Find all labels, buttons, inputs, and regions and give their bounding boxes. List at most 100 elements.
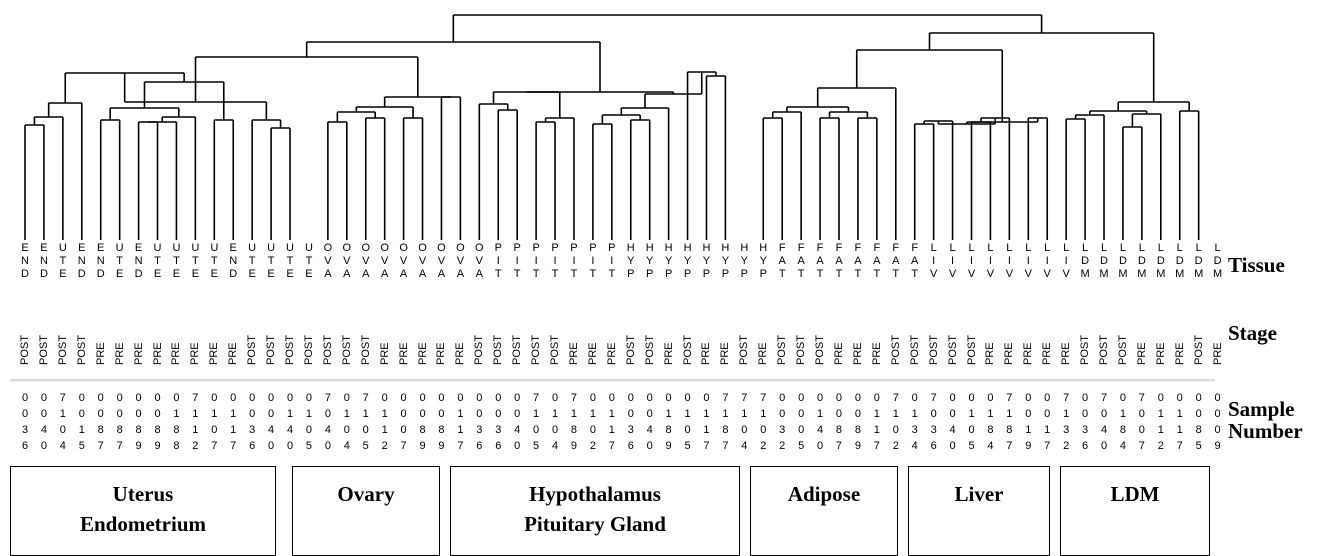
sample-digit: 7 [930,392,937,404]
tissue-letter: E [153,268,162,280]
tissue-letter: U [153,242,162,254]
sample-digit: 7 [400,440,407,452]
stage-label: POST [75,335,88,365]
sample-digit: 1 [1157,408,1164,420]
sample-digit: 0 [230,392,237,404]
tissue-letter: V [418,255,427,267]
stage-label: POST [643,335,656,365]
tissue-letter: Y [740,255,748,267]
stage-label: PRE [605,342,618,365]
sample-digit: 6 [476,440,483,452]
sample-digit: 7 [97,440,104,452]
tissue-letter: A [797,255,805,267]
group-label: Liver [954,482,1004,506]
tissue-letter: I [610,255,614,267]
sample-digit: 0 [1214,392,1221,404]
tissue-letter: Y [664,255,673,267]
sample-digit: 9 [570,440,578,452]
tissue-letter: A [873,255,881,267]
sample-digit: 9 [1214,440,1221,452]
stage-label: POST [814,335,827,365]
tissue-letter: I [951,255,955,267]
sample-digit: 5 [78,440,85,452]
tissue-letter: P [702,268,711,280]
sample-digit: 0 [589,424,596,436]
tissue-letter: V [437,255,446,267]
stage-label: POST [1079,335,1092,365]
tissue-letter: V [324,255,332,267]
tissue-letter: T [173,255,180,267]
tissue-letter: L [1082,242,1089,254]
sample-digit: 0 [968,392,975,404]
sample-digit: 6 [930,440,937,452]
stage-label: POST [340,335,353,365]
sample-digit: 1 [608,424,615,436]
tissue-letter: H [683,242,692,254]
stage-label: PRE [567,342,580,365]
sample-digit: 0 [476,408,483,420]
sample-digit: 8 [116,424,123,436]
tissue-letter: E [210,268,218,280]
tissue-letter: A [399,268,408,280]
sample-digit: 0 [987,392,994,404]
sample-digit: 0 [400,424,407,436]
sample-digit: 2 [381,440,388,452]
sample-digit: 1 [305,408,312,420]
sample-digit: 4 [741,440,748,452]
tissue-letter: E [229,242,237,254]
sample-digit: 4 [949,424,956,436]
sample-digit: 1 [1006,408,1013,420]
tissue-letter: T [248,255,256,267]
sample-digit: 0 [97,408,104,420]
group-label: Hypothalamus [529,482,661,506]
tissue-row-label: Tissue [1228,253,1285,277]
sample-digit: 0 [514,440,521,452]
sample-digit: 3 [476,424,483,436]
tissue-letter: O [399,242,408,254]
tissue-letter: L [968,242,975,254]
stage-label: PRE [170,342,183,365]
sample-digit: 0 [646,440,653,452]
tissue-letter: P [759,268,767,280]
tissue-letter: F [892,242,900,254]
tissue-letter: D [1081,255,1090,267]
group-label-line2: Pituitary Gland [524,512,666,536]
sample-digit: 9 [438,440,445,452]
sample-digit: 0 [1214,424,1221,436]
sample-digit: 1 [211,408,218,420]
sample-digit: 5 [533,440,540,452]
stage-label: POST [1192,335,1205,365]
stage-label: PRE [227,342,240,365]
sample-digit: 0 [1138,424,1145,436]
tissue-letter: I [1007,255,1011,267]
sample-digit: 0 [135,408,142,420]
group-label-line2: Endometrium [80,512,206,536]
tissue-letter: I [496,255,500,267]
sample-digit: 3 [21,424,29,436]
sample-digit: 3 [1082,424,1089,436]
sample-digit: 7 [1138,392,1145,404]
tissue-letter: Y [683,255,692,267]
sample-digit: 0 [627,392,634,404]
tissue-letter: T [191,255,199,267]
stage-label: POST [530,335,543,365]
sample-digit: 2 [589,440,596,452]
sample-digit: 8 [419,424,426,436]
tissue-letter: E [115,268,124,280]
tissue-letter: V [948,268,957,280]
tissue-letter: T [608,268,616,280]
sample-digit: 7 [230,440,237,452]
sample-digit: 0 [97,392,104,404]
tissue-letter: A [437,268,446,280]
sample-digit: 8 [135,424,142,436]
sample-digit: 4 [514,424,521,436]
sample-digit: 1 [1157,424,1164,436]
tissue-letter: P [608,242,616,254]
number-row-label: Number [1228,419,1303,443]
sample-digit: 1 [457,408,464,420]
tissue-letter: L [987,242,994,254]
sample-digit: 0 [816,392,824,404]
stage-label: PRE [1154,342,1167,365]
sample-digit: 9 [1025,440,1032,452]
sample-digit: 0 [400,408,407,420]
